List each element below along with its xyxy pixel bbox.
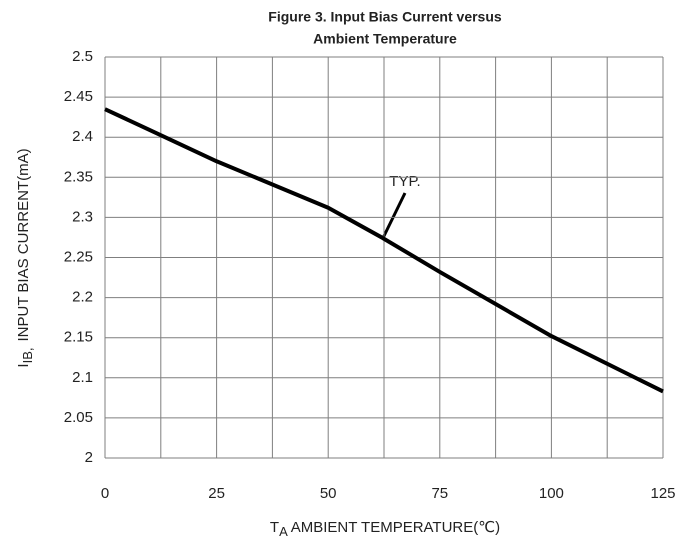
x-tick-label: 50 — [320, 485, 337, 502]
y-tick-label: 2.15 — [64, 329, 93, 346]
annotation: TYP. — [389, 173, 420, 190]
data-line — [104, 107, 664, 394]
svg-text:IIB,INPUT BIAS CURRENT(mA): IIB, INPUT BIAS CURRENT(mA) — [15, 148, 35, 367]
y-tick-label: 2.05 — [64, 409, 93, 426]
y-label-subscript: IB, — [20, 348, 35, 364]
x-axis-label: TA AMBIENT TEMPERATURE(℃) — [270, 519, 500, 539]
x-tick-label: 125 — [650, 485, 675, 502]
x-label-subscript: A — [279, 524, 288, 539]
y-label-text: INPUT BIAS CURRENT(mA) — [15, 148, 32, 341]
y-tick-label: 2 — [85, 449, 93, 466]
x-tick-label: 100 — [539, 485, 564, 502]
chart-title: Figure 3. Input Bias Current versus — [268, 9, 502, 25]
x-tick-label: 75 — [431, 485, 448, 502]
chart-title: Ambient Temperature — [313, 31, 457, 47]
y-tick-label: 2.2 — [72, 289, 93, 306]
y-tick-label: 2.35 — [64, 168, 93, 185]
x-label-text: AMBIENT TEMPERATURE(℃) — [291, 519, 500, 536]
x-tick-label: 25 — [208, 485, 225, 502]
annotation-leader — [381, 192, 407, 239]
y-tick-label: 2.4 — [72, 128, 93, 145]
y-tick-label: 2.1 — [72, 369, 93, 386]
y-tick-label: 2.3 — [72, 208, 93, 225]
y-tick-label: 2.45 — [64, 88, 93, 105]
grid — [104, 56, 664, 459]
x-tick-label: 0 — [101, 485, 109, 502]
x-label-symbol: T — [270, 519, 279, 536]
y-label-symbol: I — [15, 363, 32, 367]
y-tick-label: 2.25 — [64, 248, 93, 265]
y-tick-label: 2.5 — [72, 48, 93, 65]
y-axis-label: IIB, INPUT BIAS CURRENT(mA) — [15, 148, 35, 367]
